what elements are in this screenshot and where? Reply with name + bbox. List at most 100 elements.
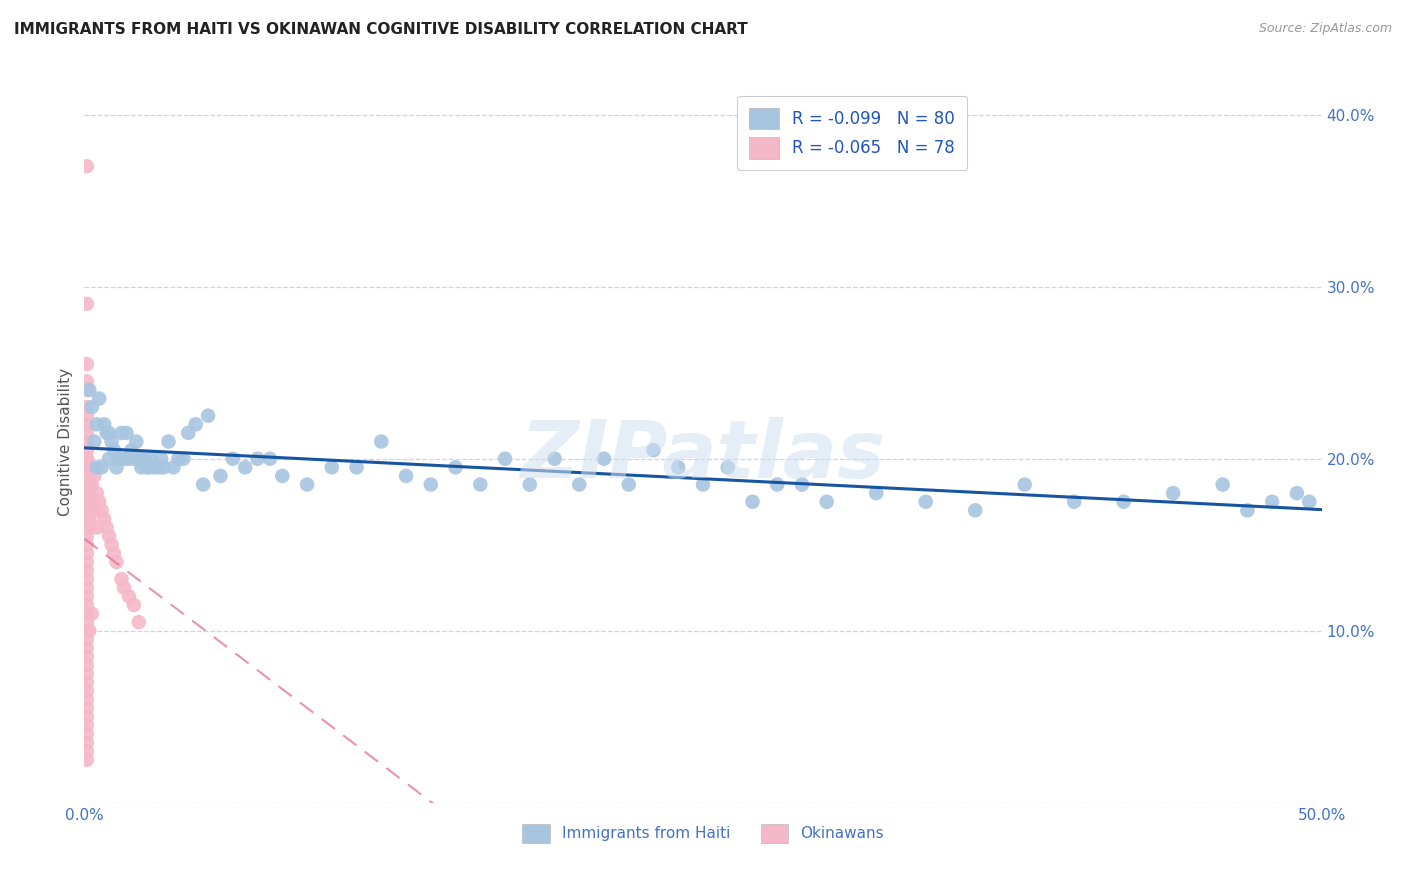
Point bbox=[815, 494, 838, 508]
Point bbox=[89, 494, 111, 508]
Point bbox=[76, 529, 98, 543]
Point bbox=[138, 460, 160, 475]
Point bbox=[1236, 503, 1258, 517]
Point bbox=[90, 460, 112, 475]
Point bbox=[76, 520, 98, 534]
Point bbox=[271, 469, 294, 483]
Point bbox=[76, 684, 98, 698]
Point bbox=[100, 434, 122, 449]
Point bbox=[115, 425, 138, 440]
Text: ZIPatlas: ZIPatlas bbox=[520, 417, 886, 495]
Point bbox=[1112, 494, 1135, 508]
Point bbox=[76, 477, 98, 491]
Point bbox=[76, 590, 98, 604]
Text: IMMIGRANTS FROM HAITI VS OKINAWAN COGNITIVE DISABILITY CORRELATION CHART: IMMIGRANTS FROM HAITI VS OKINAWAN COGNIT… bbox=[14, 22, 748, 37]
Point bbox=[741, 494, 763, 508]
Point bbox=[191, 477, 214, 491]
Point bbox=[76, 624, 98, 638]
Point bbox=[152, 460, 174, 475]
Point bbox=[965, 503, 987, 517]
Point bbox=[128, 615, 150, 630]
Point bbox=[76, 297, 98, 311]
Point bbox=[76, 383, 98, 397]
Point bbox=[76, 357, 98, 371]
Point bbox=[76, 486, 98, 500]
Point bbox=[98, 451, 121, 466]
Point bbox=[790, 477, 813, 491]
Point bbox=[1285, 486, 1308, 500]
Point bbox=[172, 451, 194, 466]
Point bbox=[96, 425, 118, 440]
Y-axis label: Cognitive Disability: Cognitive Disability bbox=[58, 368, 73, 516]
Point bbox=[246, 451, 269, 466]
Point bbox=[321, 460, 343, 475]
Point bbox=[79, 494, 101, 508]
Point bbox=[90, 503, 112, 517]
Point bbox=[122, 598, 145, 612]
Legend: Immigrants from Haiti, Okinawans: Immigrants from Haiti, Okinawans bbox=[516, 817, 890, 849]
Point bbox=[76, 710, 98, 724]
Point bbox=[617, 477, 640, 491]
Point bbox=[76, 451, 98, 466]
Point bbox=[157, 434, 180, 449]
Point bbox=[1014, 477, 1036, 491]
Point bbox=[1261, 494, 1284, 508]
Point bbox=[346, 460, 368, 475]
Point bbox=[259, 451, 281, 466]
Point bbox=[167, 451, 190, 466]
Point bbox=[76, 451, 98, 466]
Point bbox=[666, 460, 689, 475]
Point bbox=[76, 649, 98, 664]
Point bbox=[118, 590, 141, 604]
Point bbox=[76, 159, 98, 173]
Point bbox=[76, 538, 98, 552]
Point bbox=[79, 477, 101, 491]
Point bbox=[79, 460, 101, 475]
Point bbox=[132, 451, 155, 466]
Point bbox=[593, 451, 616, 466]
Point bbox=[76, 460, 98, 475]
Point bbox=[914, 494, 936, 508]
Point bbox=[112, 581, 135, 595]
Point bbox=[643, 443, 665, 458]
Point bbox=[76, 460, 98, 475]
Point bbox=[76, 718, 98, 732]
Point bbox=[135, 460, 157, 475]
Point bbox=[1212, 477, 1234, 491]
Point bbox=[122, 451, 145, 466]
Point bbox=[76, 400, 98, 414]
Point bbox=[125, 434, 148, 449]
Point bbox=[197, 409, 219, 423]
Point bbox=[76, 675, 98, 690]
Point bbox=[76, 564, 98, 578]
Point bbox=[766, 477, 789, 491]
Point bbox=[76, 469, 98, 483]
Point bbox=[76, 425, 98, 440]
Point bbox=[98, 529, 121, 543]
Point bbox=[103, 546, 125, 560]
Point bbox=[110, 425, 132, 440]
Point bbox=[103, 443, 125, 458]
Point bbox=[93, 512, 115, 526]
Point bbox=[494, 451, 516, 466]
Point bbox=[79, 512, 101, 526]
Point bbox=[865, 486, 887, 500]
Point bbox=[142, 460, 165, 475]
Point bbox=[76, 701, 98, 715]
Point bbox=[96, 520, 118, 534]
Point bbox=[86, 460, 108, 475]
Point bbox=[76, 640, 98, 655]
Point bbox=[86, 520, 108, 534]
Point bbox=[233, 460, 256, 475]
Point bbox=[89, 392, 111, 406]
Point bbox=[692, 477, 714, 491]
Point bbox=[76, 546, 98, 560]
Point bbox=[76, 632, 98, 647]
Point bbox=[128, 451, 150, 466]
Point bbox=[105, 460, 128, 475]
Point bbox=[1298, 494, 1320, 508]
Point bbox=[209, 469, 232, 483]
Point bbox=[80, 607, 103, 621]
Point bbox=[79, 486, 101, 500]
Point bbox=[83, 503, 105, 517]
